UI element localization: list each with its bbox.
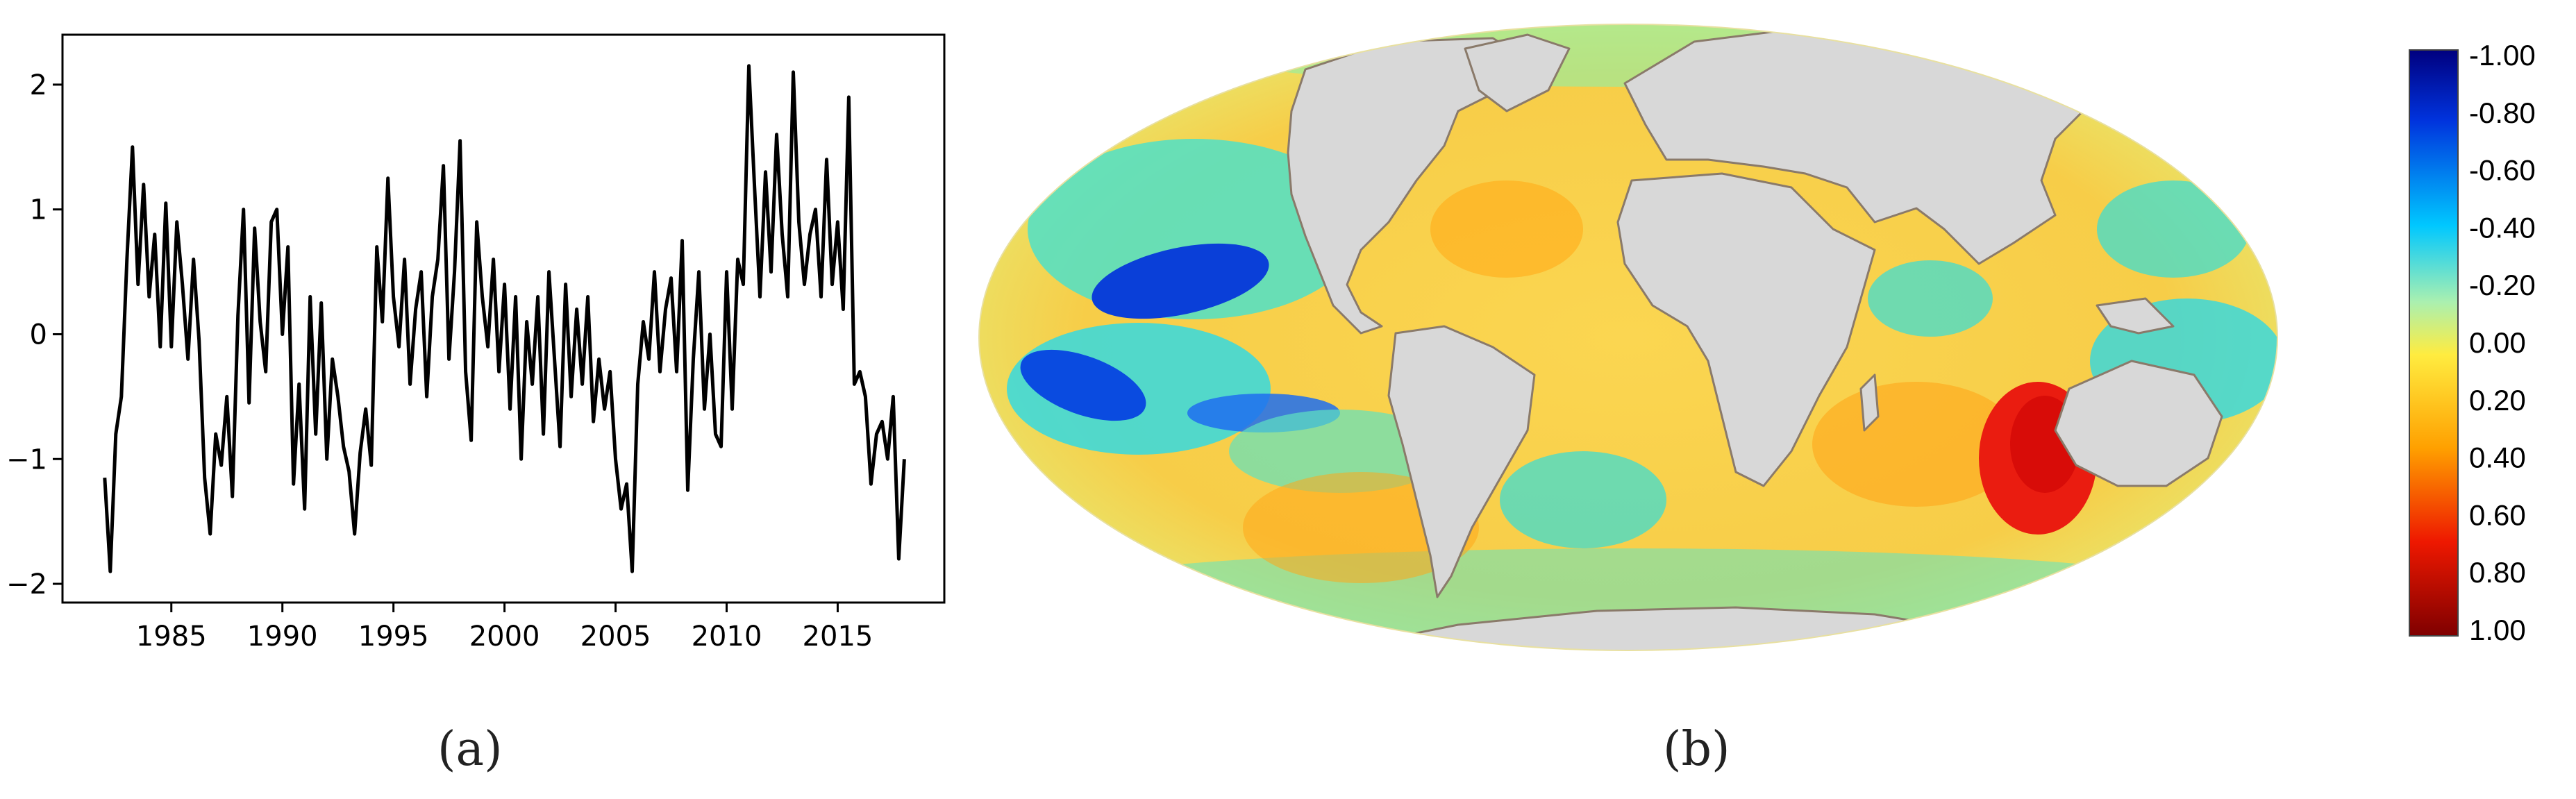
x-axis: 1985 1990 1995 2000 2005 2010 2015: [136, 603, 873, 653]
colorbar-tick-label: 0.00: [2469, 326, 2526, 359]
colorbar-tick-label: 0.20: [2469, 384, 2526, 417]
y-tick-label: 0: [30, 319, 47, 351]
north-east-pacific-orange: [2277, 222, 2389, 305]
madagascar-landmass: [1859, 373, 1880, 432]
north-pacific-blue-anomaly: [1092, 243, 1269, 319]
colorbar-tick-label: -0.60: [2469, 154, 2536, 187]
north-atlantic-orange: [1430, 180, 1583, 278]
y-tick-label: 1: [30, 194, 47, 226]
africa-landmass: [1616, 172, 1876, 487]
x-tick-label: 1990: [247, 621, 318, 653]
colorbar: -1.00 -0.80 -0.60 -0.40 -0.20 0.00 0.20 0.40 0.6…: [2409, 39, 2536, 646]
colorbar-tick-label: 0.40: [2469, 441, 2526, 474]
x-tick-label: 2000: [469, 621, 540, 653]
colorbar-tick-label: -0.40: [2469, 211, 2536, 244]
x-tick-label: 1995: [358, 621, 429, 653]
australia-landmass: [2054, 360, 2223, 487]
panel-a-caption: (a): [437, 722, 503, 777]
south-pacific-cyan: [1229, 410, 1451, 493]
y-axis: −2 −1 0 1 2: [6, 69, 62, 600]
colorbar-tick-label: -0.80: [2469, 96, 2536, 129]
north-west-pacific-cyan: [2097, 180, 2250, 278]
series-line: [103, 64, 906, 573]
colorbar-gradient: [2409, 49, 2459, 637]
southeast-asia-islands: [2096, 297, 2175, 335]
colorbar-tick-label: 0.60: [2469, 498, 2526, 531]
south-america-landmass: [1387, 325, 1536, 598]
south-atlantic-cyan: [1500, 451, 1666, 548]
indian-ocean-cyan: [1868, 260, 1993, 337]
x-tick-label: 2015: [803, 621, 873, 653]
colorbar-tick-labels: -1.00 -0.80 -0.60 -0.40 -0.20 0.00 0.20 0.40 0.6…: [2469, 39, 2536, 646]
x-tick-label: 2010: [692, 621, 762, 653]
line-chart-panel: −2 −1 0 1 2 1985 1990 1995 2000 2005 2010 2015: [6, 33, 946, 653]
x-tick-label: 1985: [136, 621, 207, 653]
x-tick-label: 2005: [580, 621, 651, 653]
chart-a-plot-frame: [61, 33, 946, 604]
colorbar-tick-label: -0.20: [2469, 269, 2536, 301]
east-pacific-blue-anomaly: [1020, 349, 1146, 421]
world-map-panel: [978, 24, 2389, 651]
panel-b-caption: (b): [1663, 722, 1730, 777]
colorbar-tick-label: -1.00: [2469, 39, 2536, 72]
greenland-landmass: [1464, 33, 1571, 112]
y-tick-label: 2: [30, 69, 47, 101]
colorbar-tick-label: 0.80: [2469, 556, 2526, 589]
y-tick-label: −1: [6, 444, 47, 476]
y-tick-label: −2: [6, 569, 47, 600]
globe-outline: [978, 24, 2278, 651]
colorbar-tick-label: 1.00: [2469, 614, 2526, 646]
